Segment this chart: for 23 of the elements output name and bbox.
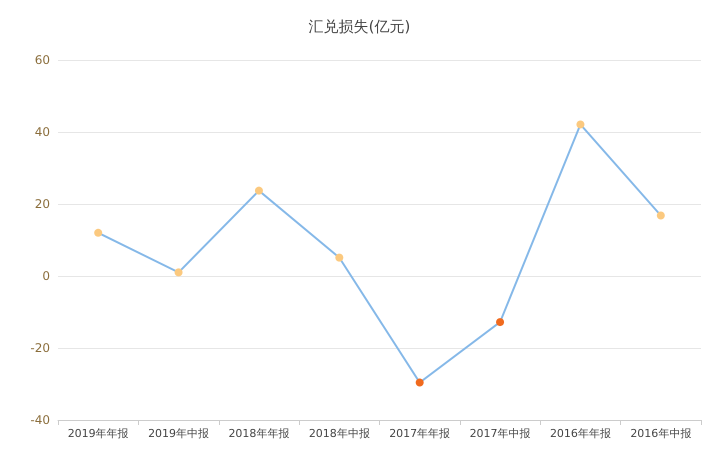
point [416,378,424,387]
chart-title: 汇兑损失(亿元) [308,18,410,36]
x-tick-label: 2018年中报 [308,427,370,440]
point [254,186,263,195]
y-tick-label: 0 [42,269,50,283]
x-tick-label: 2019年中报 [148,427,210,440]
y-tick-label: -40 [30,413,50,427]
y-tick-label: 20 [34,197,50,211]
x-tick-label: 2018年年报 [228,427,290,440]
point [656,212,665,220]
x-tick-label: 2017年年报 [389,427,450,440]
x-tick-label: 2016年年报 [550,427,611,440]
point [174,268,183,276]
x-tick-label: 2016年中报 [630,427,692,440]
y-tick-label: -20 [30,341,50,355]
point [576,120,584,128]
y-tick-label: 40 [34,125,50,139]
point [335,254,344,262]
x-tick-label: 2019年年报 [68,427,129,440]
y-tick-label: 60 [34,53,50,67]
point [94,228,102,237]
x-tick-label: 2017年中报 [470,427,531,440]
point [496,318,504,326]
